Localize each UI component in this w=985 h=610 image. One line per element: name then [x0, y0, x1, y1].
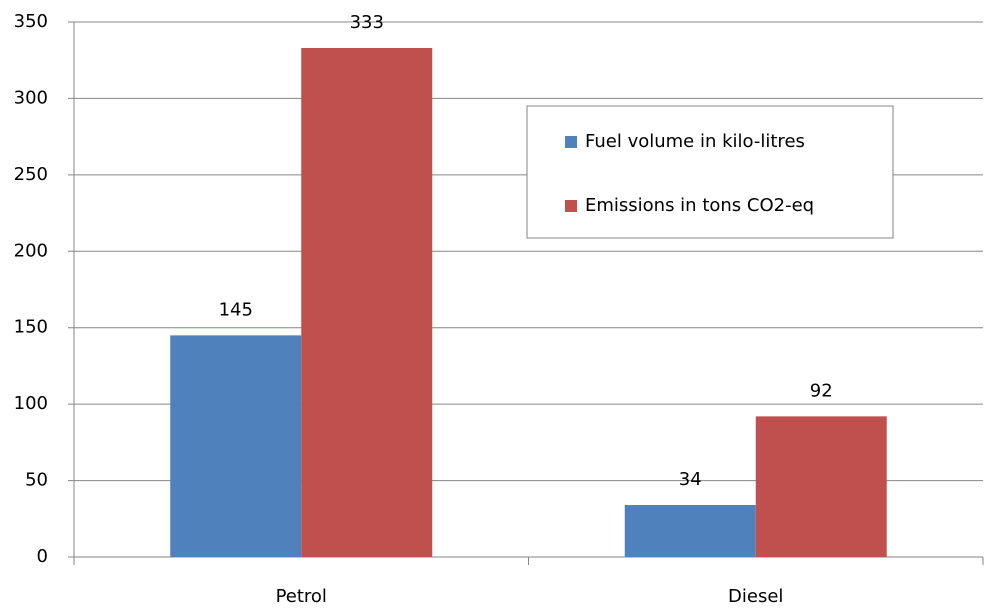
- x-tick-label: Petrol: [276, 586, 327, 606]
- y-tick-label: 150: [14, 317, 48, 338]
- legend-label: Fuel volume in kilo-litres: [585, 131, 805, 152]
- legend-label: Emissions in tons CO2-eq: [585, 195, 814, 216]
- data-label: 333: [350, 12, 384, 33]
- bar: [755, 416, 887, 557]
- y-tick-label: 100: [14, 393, 48, 414]
- legend-swatch: [565, 136, 577, 148]
- y-tick-label: 0: [37, 546, 48, 567]
- y-tick-label: 350: [14, 11, 48, 32]
- y-tick-label: 200: [14, 240, 48, 261]
- data-label: 92: [810, 380, 833, 401]
- data-label: 145: [219, 299, 253, 320]
- bar: [170, 335, 302, 557]
- y-tick-label: 250: [14, 164, 48, 185]
- data-label: 34: [679, 469, 702, 490]
- bar: [624, 505, 756, 557]
- bar: [301, 47, 433, 557]
- legend-swatch: [565, 200, 577, 212]
- y-tick-label: 50: [25, 470, 48, 491]
- legend-box: [526, 105, 894, 239]
- x-tick-label: Diesel: [728, 586, 783, 606]
- y-tick-label: 300: [14, 87, 48, 108]
